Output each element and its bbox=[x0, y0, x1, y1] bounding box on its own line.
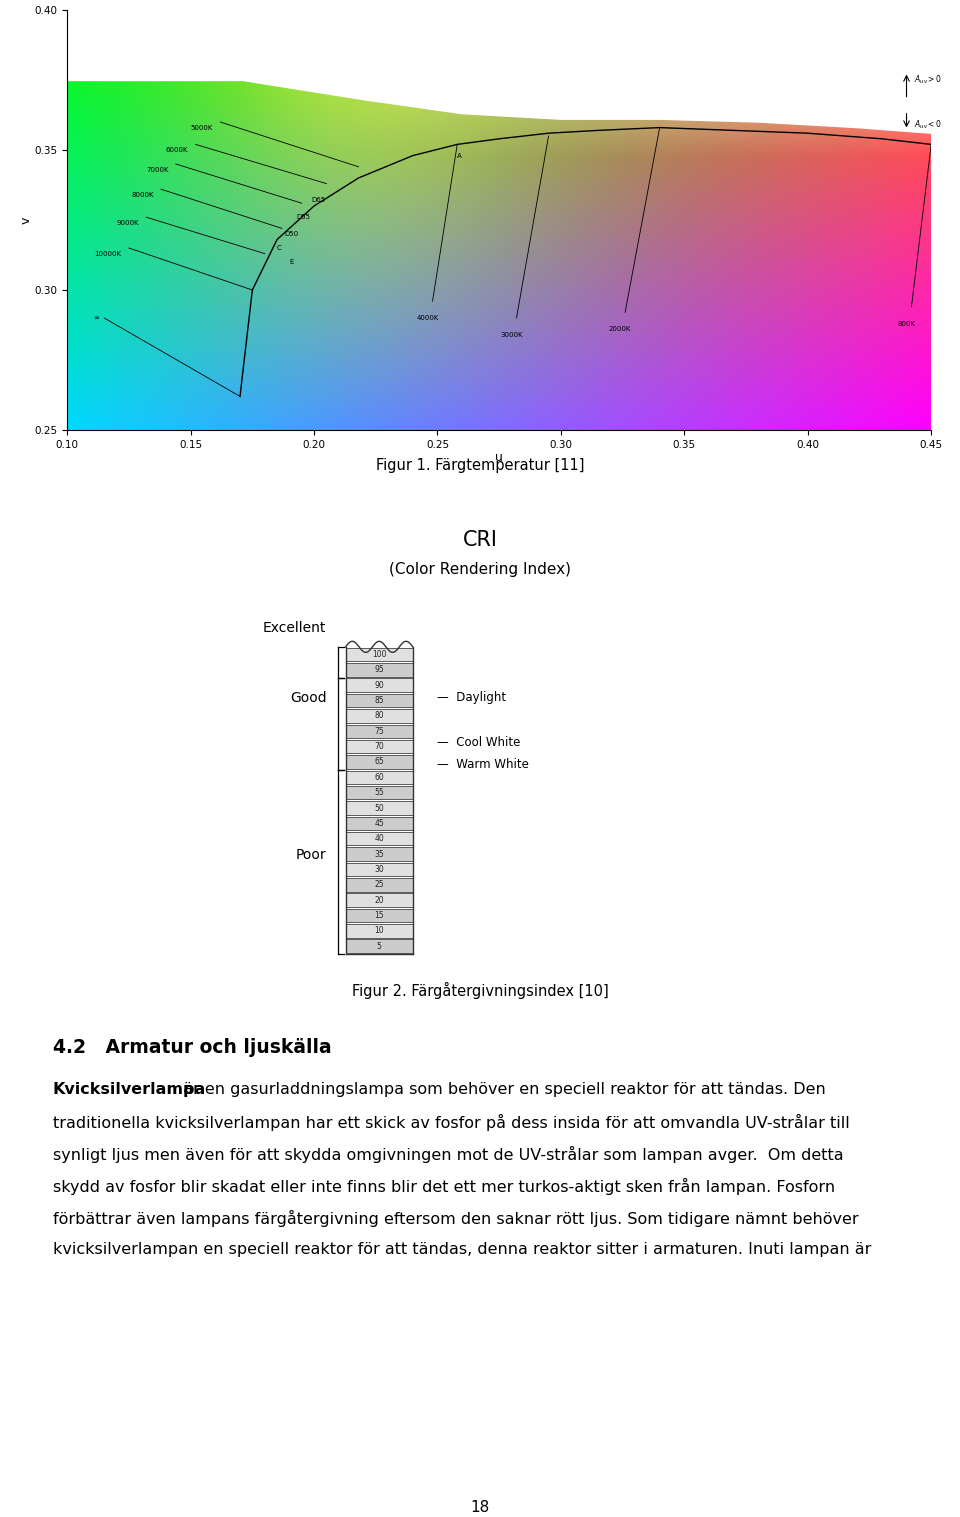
Text: 60: 60 bbox=[374, 772, 384, 781]
Text: (Color Rendering Index): (Color Rendering Index) bbox=[389, 561, 571, 576]
Text: 15: 15 bbox=[374, 912, 384, 919]
Text: 800K: 800K bbox=[898, 320, 916, 326]
Text: 10000K: 10000K bbox=[94, 250, 122, 256]
Text: förbättrar även lampans färgåtergivning eftersom den saknar rött ljus. Som tidig: förbättrar även lampans färgåtergivning … bbox=[53, 1211, 858, 1227]
Text: 80: 80 bbox=[374, 711, 384, 721]
Text: 4000K: 4000K bbox=[417, 316, 439, 322]
Text: 25: 25 bbox=[374, 880, 384, 889]
Text: 100: 100 bbox=[372, 649, 387, 658]
Y-axis label: v: v bbox=[20, 217, 33, 223]
Text: kvicksilverlampan en speciell reaktor för att tändas, denna reaktor sitter i arm: kvicksilverlampan en speciell reaktor fö… bbox=[53, 1242, 871, 1258]
Text: 6000K: 6000K bbox=[166, 147, 188, 153]
Text: D55: D55 bbox=[297, 214, 311, 220]
Text: Good: Good bbox=[290, 690, 326, 704]
Bar bbox=[346, 909, 413, 922]
Bar bbox=[346, 648, 413, 661]
Text: Excellent: Excellent bbox=[263, 620, 326, 634]
Text: 40: 40 bbox=[374, 834, 384, 843]
Bar bbox=[346, 678, 413, 692]
Text: Figur 1. Färgtemperatur [11]: Figur 1. Färgtemperatur [11] bbox=[375, 458, 585, 473]
Text: 18: 18 bbox=[470, 1500, 490, 1515]
Bar bbox=[346, 740, 413, 754]
Text: 5: 5 bbox=[376, 942, 382, 951]
Text: Poor: Poor bbox=[296, 848, 326, 862]
Bar bbox=[346, 771, 413, 784]
Text: $A_{uv}>0$: $A_{uv}>0$ bbox=[914, 74, 942, 86]
Text: 70: 70 bbox=[374, 742, 384, 751]
Bar bbox=[346, 848, 413, 860]
Bar bbox=[346, 693, 413, 707]
Text: 3000K: 3000K bbox=[500, 332, 523, 338]
Bar bbox=[346, 725, 413, 739]
X-axis label: u: u bbox=[495, 451, 503, 464]
Text: CRI: CRI bbox=[463, 529, 497, 551]
Text: 20: 20 bbox=[374, 895, 384, 904]
Text: —  Daylight: — Daylight bbox=[437, 692, 506, 704]
Text: —  Cool White: — Cool White bbox=[437, 736, 520, 749]
Text: 75: 75 bbox=[374, 727, 384, 736]
Text: 10: 10 bbox=[374, 927, 384, 936]
Text: 2000K: 2000K bbox=[609, 326, 632, 332]
Text: D65: D65 bbox=[312, 197, 325, 203]
Text: Kvicksilverlampa: Kvicksilverlampa bbox=[53, 1082, 206, 1097]
Bar bbox=[346, 894, 413, 907]
Text: 8000K: 8000K bbox=[132, 191, 154, 197]
Text: 50: 50 bbox=[374, 804, 384, 813]
Text: 65: 65 bbox=[374, 757, 384, 766]
Text: 95: 95 bbox=[374, 666, 384, 675]
Text: synligt ljus men även för att skydda omgivningen mot de UV-strålar som lampan av: synligt ljus men även för att skydda omg… bbox=[53, 1145, 844, 1164]
Bar bbox=[346, 939, 413, 953]
Bar bbox=[346, 863, 413, 877]
Bar bbox=[346, 708, 413, 722]
Text: traditionella kvicksilverlampan har ett skick av fosfor på dess insida för att o: traditionella kvicksilverlampan har ett … bbox=[53, 1113, 850, 1132]
Bar bbox=[346, 831, 413, 845]
Text: Figur 2. Färgåtergivningsindex [10]: Figur 2. Färgåtergivningsindex [10] bbox=[351, 981, 609, 1000]
Text: $A_{uv}<0$: $A_{uv}<0$ bbox=[914, 118, 942, 130]
Bar bbox=[346, 801, 413, 815]
Bar bbox=[346, 924, 413, 938]
Text: D50: D50 bbox=[284, 231, 299, 237]
Text: är en gasurladdningslampa som behöver en speciell reaktor för att tändas. Den: är en gasurladdningslampa som behöver en… bbox=[178, 1082, 826, 1097]
Text: 85: 85 bbox=[374, 696, 384, 705]
Text: 7000K: 7000K bbox=[146, 167, 168, 173]
Text: 55: 55 bbox=[374, 789, 384, 796]
Polygon shape bbox=[67, 11, 931, 133]
Bar bbox=[346, 663, 413, 677]
Bar bbox=[346, 755, 413, 769]
Text: 9000K: 9000K bbox=[116, 220, 139, 226]
Text: 5000K: 5000K bbox=[190, 124, 213, 130]
Text: E: E bbox=[289, 259, 294, 265]
Bar bbox=[346, 878, 413, 892]
Text: 90: 90 bbox=[374, 681, 384, 690]
Text: ∞: ∞ bbox=[93, 316, 99, 322]
Bar bbox=[346, 816, 413, 830]
Text: C: C bbox=[277, 246, 282, 250]
Text: 4.2   Armatur och ljuskälla: 4.2 Armatur och ljuskälla bbox=[53, 1038, 331, 1057]
Text: 35: 35 bbox=[374, 850, 384, 859]
Text: 45: 45 bbox=[374, 819, 384, 828]
Bar bbox=[346, 786, 413, 799]
Text: skydd av fosfor blir skadat eller inte finns blir det ett mer turkos-aktigt sken: skydd av fosfor blir skadat eller inte f… bbox=[53, 1179, 835, 1195]
Polygon shape bbox=[67, 11, 240, 80]
Text: A: A bbox=[457, 153, 462, 159]
Text: 30: 30 bbox=[374, 865, 384, 874]
Text: —  Warm White: — Warm White bbox=[437, 757, 529, 771]
